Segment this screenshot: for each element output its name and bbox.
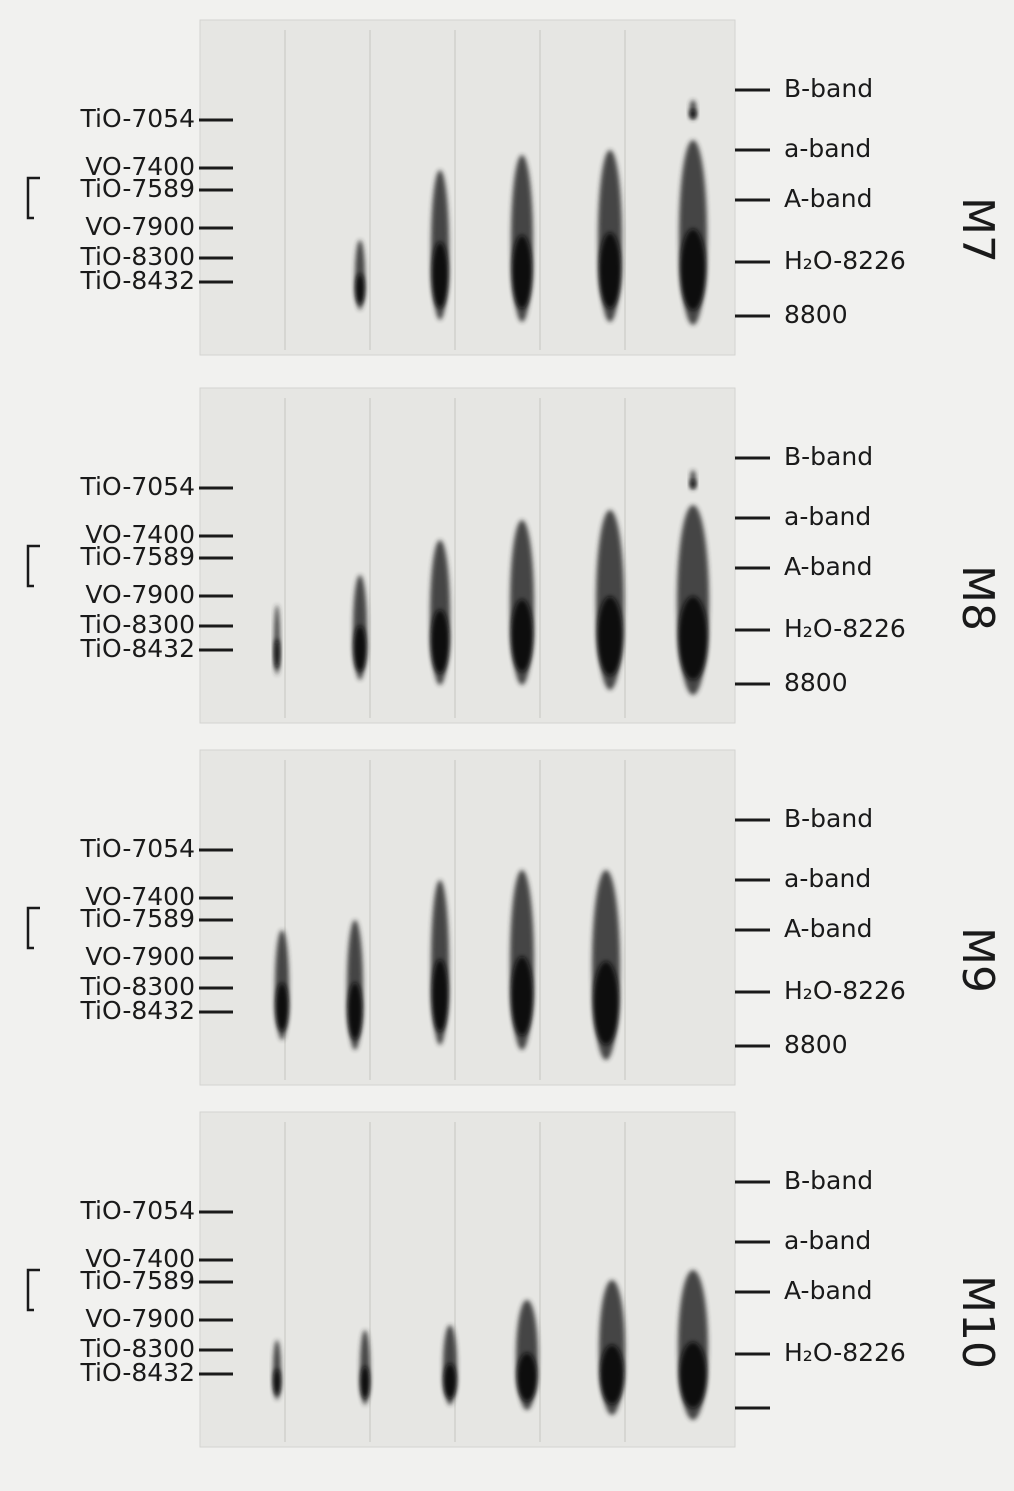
left-label: TiO-7589 (80, 542, 195, 571)
left-label: VO-7900 (85, 212, 195, 241)
panel-label: M8 (952, 565, 1003, 631)
left-label: TiO-8432 (80, 266, 195, 295)
left-label: TiO-8300 (80, 1334, 195, 1363)
left-label: TiO-8432 (80, 634, 195, 663)
right-label: B-band (784, 74, 873, 103)
spectrum-core (679, 1342, 707, 1408)
spectrum-core (360, 1366, 370, 1399)
right-label: 8800 (784, 300, 848, 329)
spectrum-core (678, 596, 708, 680)
right-label: A-band (784, 1276, 872, 1305)
spectrum-core (600, 1344, 624, 1405)
right-label: A-band (784, 914, 872, 943)
spectrum-core (690, 479, 696, 489)
spectrum-core (347, 982, 363, 1040)
left-label: VO-7400 (85, 520, 195, 549)
left-label: TiO-8432 (80, 996, 195, 1025)
panel-label: M9 (952, 927, 1003, 993)
spectrum-core (443, 1363, 457, 1399)
bracket (26, 544, 40, 588)
panel-label: M10 (952, 1275, 1003, 1369)
left-label: TiO-7054 (80, 104, 195, 133)
spectrum-core (353, 625, 367, 672)
right-label: a-band (784, 502, 871, 531)
right-label: B-band (784, 804, 873, 833)
spectrum-core (599, 232, 621, 309)
spectrum-core (593, 961, 619, 1045)
spectrum-core (430, 609, 450, 674)
right-label: A-band (784, 184, 872, 213)
spectrum-core (431, 242, 449, 308)
left-label: TiO-7054 (80, 834, 195, 863)
bracket (26, 176, 40, 220)
right-label: H₂O-8226 (784, 614, 906, 643)
spectrum-core (431, 959, 449, 1032)
spectrum-core (275, 982, 289, 1032)
right-label: A-band (784, 552, 872, 581)
plate (199, 749, 736, 1086)
bracket (26, 906, 40, 950)
spectrum-core (511, 956, 533, 1036)
left-label: TiO-7054 (80, 472, 195, 501)
left-label: VO-7400 (85, 152, 195, 181)
right-label: B-band (784, 442, 873, 471)
right-label: H₂O-8226 (784, 1338, 906, 1367)
spectrum-core (512, 235, 532, 309)
left-label: VO-7900 (85, 942, 195, 971)
plate (199, 19, 736, 356)
left-label: TiO-7589 (80, 174, 195, 203)
spectrum-core (274, 638, 280, 670)
left-label: VO-7900 (85, 580, 195, 609)
right-label: H₂O-8226 (784, 246, 906, 275)
spectrum-core (689, 109, 697, 119)
right-label: a-band (784, 134, 871, 163)
bracket (26, 1268, 40, 1312)
left-label: TiO-7054 (80, 1196, 195, 1225)
left-label: TiO-8300 (80, 972, 195, 1001)
right-label: H₂O-8226 (784, 976, 906, 1005)
spectrum-core (517, 1352, 537, 1402)
left-label: TiO-8300 (80, 242, 195, 271)
spectrum-core (680, 228, 706, 311)
plate (199, 387, 736, 724)
spectrum-core (511, 599, 533, 672)
right-label: a-band (784, 1226, 871, 1255)
spectrum-core (597, 596, 623, 676)
left-label: TiO-7589 (80, 1266, 195, 1295)
left-label: TiO-8300 (80, 610, 195, 639)
left-label: VO-7400 (85, 1244, 195, 1273)
right-label: a-band (784, 864, 871, 893)
left-label: TiO-8432 (80, 1358, 195, 1387)
left-label: VO-7900 (85, 1304, 195, 1333)
plate (199, 1111, 736, 1448)
right-label: B-band (784, 1166, 873, 1195)
right-label: 8800 (784, 668, 848, 697)
spectrum-core (273, 1368, 281, 1396)
panel-label: M7 (952, 197, 1003, 263)
spectrum-core (355, 273, 365, 305)
left-label: TiO-7589 (80, 904, 195, 933)
left-label: VO-7400 (85, 882, 195, 911)
right-label: 8800 (784, 1030, 848, 1059)
